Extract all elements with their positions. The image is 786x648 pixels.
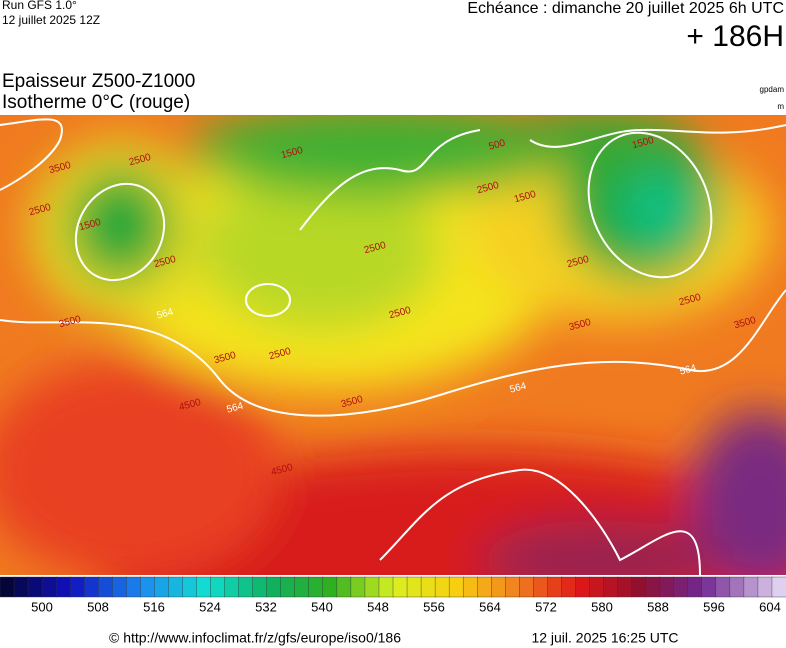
contour-label: 564 [679, 363, 698, 378]
colorbar-swatch [743, 576, 759, 598]
colorbar-swatch [13, 576, 29, 598]
colorbar-swatch [364, 576, 380, 598]
colorbar-swatch [687, 576, 703, 598]
colorbar-swatch [477, 576, 492, 598]
colorbar-swatch [126, 576, 142, 598]
colorbar-swatch [0, 576, 15, 598]
colorbar-swatch [336, 576, 352, 598]
colorbar-swatch [140, 576, 156, 598]
colorbar-swatch [659, 576, 675, 598]
colorbar-swatch [294, 576, 310, 598]
colorbar-swatch [41, 576, 57, 598]
colorbar-swatch [771, 576, 786, 598]
colorbar-tick-label: 516 [143, 599, 165, 614]
colorbar-swatch [406, 576, 422, 598]
footer-date: 12 juil. 2025 16:25 UTC [531, 630, 678, 646]
colorbar-swatch [589, 576, 605, 598]
colorbar-swatch [210, 576, 226, 598]
colorbar-swatch [392, 576, 408, 598]
colorbar-swatch [350, 576, 366, 598]
footer-url: © http://www.infoclimat.fr/z/gfs/europe/… [109, 630, 401, 646]
colorbar-swatch [27, 576, 43, 598]
colorbar-tick-label: 556 [423, 599, 445, 614]
colorbar-swatch [69, 576, 85, 598]
colorbar-swatch [55, 576, 71, 598]
colorbar-swatch [561, 576, 577, 598]
colorbar-tick-label: 524 [199, 599, 221, 614]
colorbar-swatch [448, 576, 464, 598]
colorbar-swatch [98, 576, 113, 598]
colorbar-swatch [533, 576, 549, 598]
contour-label: 564 [156, 307, 175, 322]
colorbar-swatch [154, 576, 170, 598]
colorbar-tick-label: 540 [311, 599, 333, 614]
colorbar-swatch [491, 576, 506, 598]
colorbar-tick-label: 604 [759, 599, 781, 614]
contour-label: 500 [488, 138, 507, 153]
colorbar-swatch [112, 576, 128, 598]
thickness-contours [0, 118, 786, 575]
colorbar-swatch [378, 576, 394, 598]
colorbar-swatch [252, 576, 268, 598]
colorbar-swatch [434, 576, 450, 598]
colorbar-tick-label: 564 [479, 599, 501, 614]
unit-label: gpdam [760, 85, 785, 94]
map-field [0, 115, 786, 575]
colorbar-tick-label: 588 [647, 599, 669, 614]
contour-label: 564 [226, 401, 245, 416]
colorbar-swatch [196, 576, 212, 598]
colorbar-swatch [505, 576, 521, 598]
colorbar-swatch [308, 576, 324, 598]
colorbar-tick-label: 548 [367, 599, 389, 614]
colorbar-tick-label: 532 [255, 599, 277, 614]
colorbar-swatch [729, 576, 745, 598]
colorbar-swatch [224, 576, 240, 598]
map-subtitle: Isotherme 0°C (rouge) [2, 92, 190, 113]
map-title: Epaisseur Z500-Z1000 [2, 71, 195, 92]
colorbar-tick-label: 572 [535, 599, 557, 614]
colorbar-swatch [757, 576, 773, 598]
colorbar-tick-label: 508 [87, 599, 109, 614]
colorbar-swatch [322, 576, 338, 598]
contour-label: 564 [509, 381, 528, 396]
colorbar-tick-label: 580 [591, 599, 613, 614]
colorbar-swatch [603, 576, 619, 598]
colorbar-swatch [238, 576, 254, 598]
colorbar-swatch [266, 576, 282, 598]
run-date: 12 juillet 2025 12Z [2, 13, 100, 27]
colorbar-swatch [715, 576, 731, 598]
colorbar-swatch [280, 576, 296, 598]
colorbar-swatch [519, 576, 535, 598]
colorbar-swatch [631, 576, 647, 598]
colorbar-swatch [84, 576, 99, 598]
colorbar-swatch [462, 576, 478, 598]
unit-label: m [777, 102, 784, 111]
colorbar-swatch [575, 576, 591, 598]
valid-time: Echéance : dimanche 20 juillet 2025 6h U… [467, 0, 784, 17]
colorbar-swatch [168, 576, 184, 598]
colorbar-swatch [673, 576, 689, 598]
colorbar-swatch [645, 576, 661, 598]
colorbar-tick-label: 596 [703, 599, 725, 614]
lead-time: + 186H [686, 20, 784, 53]
colorbar-swatch [547, 576, 563, 598]
colorbar-swatch [617, 576, 633, 598]
colorbar-swatch [182, 576, 198, 598]
colorbar-swatch [420, 576, 436, 598]
colorbar-tick-label: 500 [31, 599, 53, 614]
colorbar-swatch [701, 576, 717, 598]
run-label: Run GFS 1.0° [2, 0, 77, 12]
